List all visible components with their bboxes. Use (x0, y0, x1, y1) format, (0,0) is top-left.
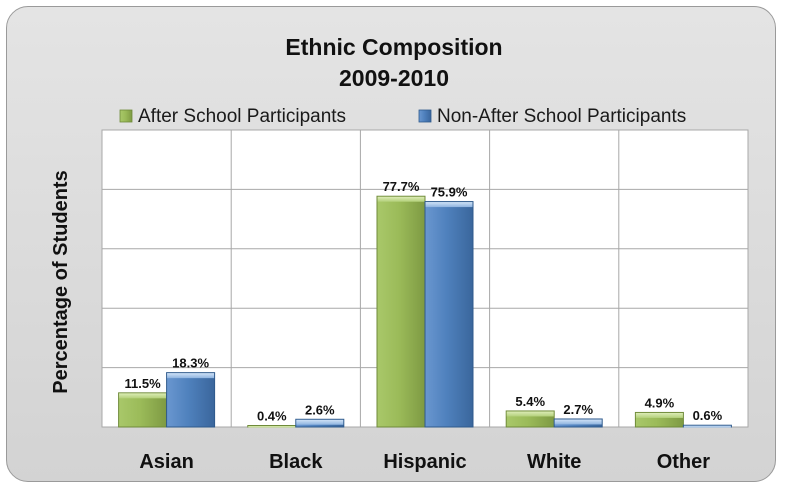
chart-title-line-1: Ethnic Composition (285, 34, 502, 60)
legend-item-after-school: After School Participants (119, 106, 346, 127)
data-label-after-school-hispanic: 77.7% (383, 179, 420, 194)
data-label-non-after-school-black: 2.6% (305, 402, 335, 417)
bar-cap-non-after-school-asian (167, 373, 215, 379)
chart-card: Ethnic Composition 2009-2010 After Schoo… (6, 6, 776, 482)
bar-cap-non-after-school-black (296, 419, 344, 425)
chart-title-line-2: 2009-2010 (339, 65, 449, 91)
data-label-after-school-black: 0.4% (257, 409, 287, 424)
bar-cap-after-school-white (506, 411, 554, 417)
data-label-non-after-school-asian: 18.3% (172, 356, 209, 371)
data-label-non-after-school-white: 2.7% (563, 402, 593, 417)
bar-cap-after-school-black (248, 426, 296, 428)
data-label-after-school-white: 5.4% (515, 394, 545, 409)
data-label-non-after-school-hispanic: 75.9% (431, 185, 468, 200)
bar-cap-after-school-hispanic (377, 196, 425, 202)
legend-swatch-after-school (119, 109, 133, 123)
category-label-hispanic: Hispanic (383, 451, 466, 473)
category-labels: Asian Black Hispanic White Other (139, 451, 710, 473)
legend-label-after-school: After School Participants (138, 106, 346, 127)
category-label-other: Other (657, 451, 711, 473)
bar-cap-non-after-school-white (554, 419, 602, 425)
legend-swatch-non-after-school (418, 109, 432, 123)
bar-cap-after-school-other (635, 412, 683, 418)
legend-item-non-after-school: Non-After School Participants (418, 106, 686, 127)
y-axis-label: Percentage of Students (50, 170, 72, 393)
bars (118, 195, 732, 428)
category-label-asian: Asian (139, 451, 193, 473)
data-label-non-after-school-other: 0.6% (693, 408, 723, 423)
data-label-after-school-asian: 11.5% (125, 376, 162, 391)
bar-after-school-asian (118, 392, 168, 428)
category-label-white: White (527, 451, 581, 473)
bar-cap-after-school-asian (119, 393, 167, 399)
data-labels: 11.5% 18.3% 0.4% 2.6% 77.7% 75.9% 5.4% 2.7% 4.9%… (125, 179, 723, 423)
legend: After School Participants Non-After Scho… (119, 106, 686, 127)
category-label-black: Black (269, 451, 323, 473)
bar-non-after-school-hispanic (424, 201, 474, 428)
bar-after-school-hispanic (376, 195, 426, 428)
bar-cap-non-after-school-other (683, 425, 731, 428)
chart-svg: Ethnic Composition 2009-2010 After Schoo… (50, 34, 749, 473)
data-label-after-school-other: 4.9% (645, 395, 675, 410)
legend-label-non-after-school: Non-After School Participants (437, 106, 686, 127)
grid-lines (102, 130, 748, 427)
bar-non-after-school-asian (166, 372, 216, 428)
bar-cap-non-after-school-hispanic (425, 202, 473, 208)
